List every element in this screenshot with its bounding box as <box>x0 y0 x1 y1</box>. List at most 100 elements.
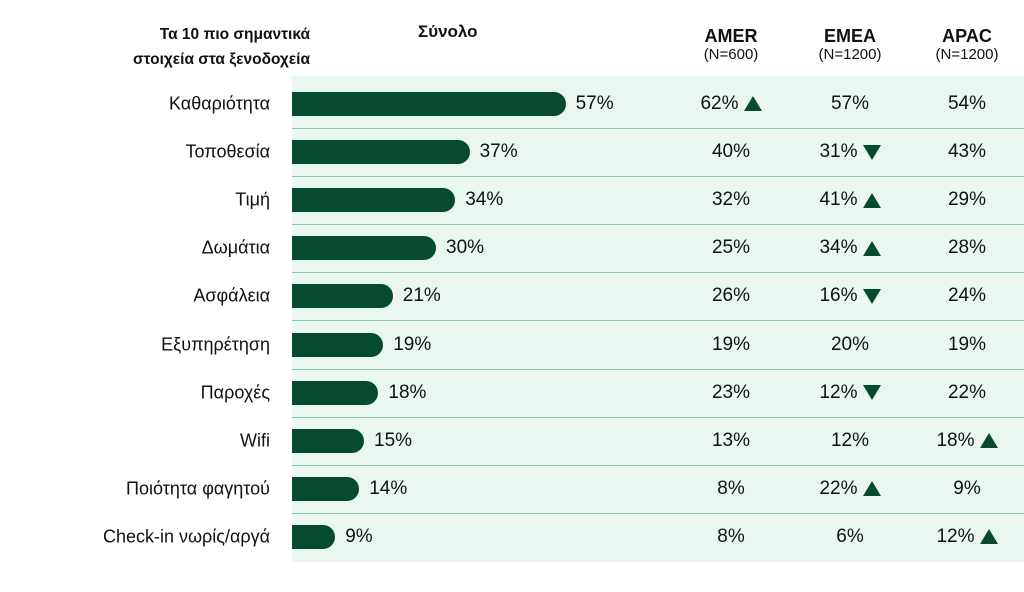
cell-value: 41% <box>819 189 858 211</box>
triangle-down-icon <box>862 385 881 401</box>
apac-cell: 12% <box>917 526 1017 548</box>
emea-cell: 57% <box>800 93 900 115</box>
row-separator <box>292 368 1024 370</box>
triangle-up-icon <box>979 433 998 449</box>
apac-cell: 43% <box>917 141 1017 163</box>
apac-cell: 28% <box>917 237 1017 259</box>
emea-cell: 34% <box>800 237 900 259</box>
bar <box>292 524 336 549</box>
category-label: Τιμή <box>235 189 270 210</box>
bar-value-label: 15% <box>374 429 413 451</box>
amer-header: AMER (N=600) <box>681 26 781 62</box>
amer-cell: 40% <box>681 141 781 163</box>
amer-cell: 26% <box>681 285 781 307</box>
row-separator <box>292 176 1024 178</box>
cell-value: 12% <box>819 381 858 403</box>
emea-cell: 12% <box>800 430 900 452</box>
bar-value-label: 37% <box>479 141 518 163</box>
emea-cell: 20% <box>800 334 900 356</box>
amer-cell: 19% <box>681 334 781 356</box>
bar <box>292 380 379 405</box>
emea-cell: 6% <box>800 526 900 548</box>
apac-cell: 19% <box>917 334 1017 356</box>
emea-header-name: EMEA <box>823 26 876 46</box>
apac-header-n: (N=1200) <box>935 46 999 63</box>
emea-cell: 41% <box>800 189 900 211</box>
cell-value: 8% <box>717 477 745 499</box>
amer-cell: 25% <box>681 237 781 259</box>
cell-value: 57% <box>830 93 870 114</box>
bar-value-label: 9% <box>345 525 373 547</box>
bar <box>292 236 436 261</box>
apac-cell: 18% <box>917 430 1017 452</box>
cell-value: 23% <box>711 381 751 403</box>
bar-value-label: 14% <box>369 477 408 499</box>
emea-header: EMEA (N=1200) <box>800 26 900 62</box>
bar <box>292 476 360 501</box>
cell-value: 22% <box>819 477 858 499</box>
cell-value: 22% <box>947 381 987 403</box>
cell-value: 13% <box>711 429 751 451</box>
apac-cell: 24% <box>917 285 1017 307</box>
triangle-down-icon <box>862 144 881 160</box>
left-header-line1: Τα 10 πιο σημαντικά <box>159 26 310 43</box>
bar <box>292 188 456 213</box>
bar <box>292 284 393 309</box>
amer-cell: 62% <box>681 93 781 115</box>
emea-cell: 31% <box>800 141 900 163</box>
category-label: Wifi <box>240 430 270 451</box>
cell-value: 26% <box>711 285 751 307</box>
bar-value-label: 19% <box>393 333 432 355</box>
cell-value: 43% <box>947 141 987 163</box>
row-separator <box>292 464 1024 466</box>
triangle-up-icon <box>979 529 998 545</box>
row-separator <box>292 416 1024 418</box>
apac-cell: 29% <box>917 189 1017 211</box>
category-label: Καθαριότητα <box>169 93 270 114</box>
triangle-up-icon <box>862 240 881 256</box>
amer-cell: 23% <box>681 382 781 404</box>
cell-value: 24% <box>947 285 987 307</box>
cell-value: 12% <box>936 525 975 547</box>
row-separator <box>292 224 1024 226</box>
apac-cell: 9% <box>917 478 1017 500</box>
bar-value-label: 34% <box>465 189 504 211</box>
category-label: Ασφάλεια <box>193 285 270 306</box>
category-label: Τοποθεσία <box>185 141 271 162</box>
bar-value-label: 30% <box>446 237 485 259</box>
triangle-up-icon <box>862 192 881 208</box>
cell-value: 34% <box>819 237 858 259</box>
category-label: Δωμάτια <box>201 237 270 258</box>
cell-value: 6% <box>836 525 864 547</box>
cell-value: 40% <box>711 141 751 163</box>
total-header: Σύνολο <box>418 22 478 41</box>
triangle-up-icon <box>743 96 762 112</box>
emea-cell: 22% <box>800 478 900 500</box>
emea-cell: 12% <box>800 382 900 404</box>
category-label: Παροχές <box>200 382 270 403</box>
cell-value: 32% <box>711 189 751 211</box>
cell-value: 31% <box>819 141 858 163</box>
cell-value: 8% <box>717 525 745 547</box>
left-header-line2: στοιχεία στα ξενοδοχεία <box>133 51 310 68</box>
cell-value: 25% <box>711 237 751 259</box>
category-label: Check-in νωρίς/αργά <box>102 526 270 547</box>
amer-cell: 8% <box>681 526 781 548</box>
triangle-up-icon <box>862 481 881 497</box>
triangle-down-icon <box>862 288 881 304</box>
amer-cell: 13% <box>681 430 781 452</box>
apac-header: APAC (N=1200) <box>917 26 1017 62</box>
row-separator <box>292 320 1024 322</box>
bar <box>292 140 470 165</box>
cell-value: 18% <box>936 429 975 451</box>
amer-header-name: AMER <box>704 26 758 46</box>
cell-value: 29% <box>947 189 987 211</box>
cell-value: 20% <box>830 333 870 355</box>
category-label: Ποιότητα φαγητού <box>126 478 270 499</box>
cell-value: 19% <box>711 333 751 355</box>
emea-header-n: (N=1200) <box>818 46 882 63</box>
amer-cell: 32% <box>681 189 781 211</box>
left-header: Τα 10 πιο σημαντικά στοιχεία στα ξενοδοχ… <box>100 22 310 72</box>
amer-cell: 8% <box>681 478 781 500</box>
apac-cell: 54% <box>917 93 1017 115</box>
